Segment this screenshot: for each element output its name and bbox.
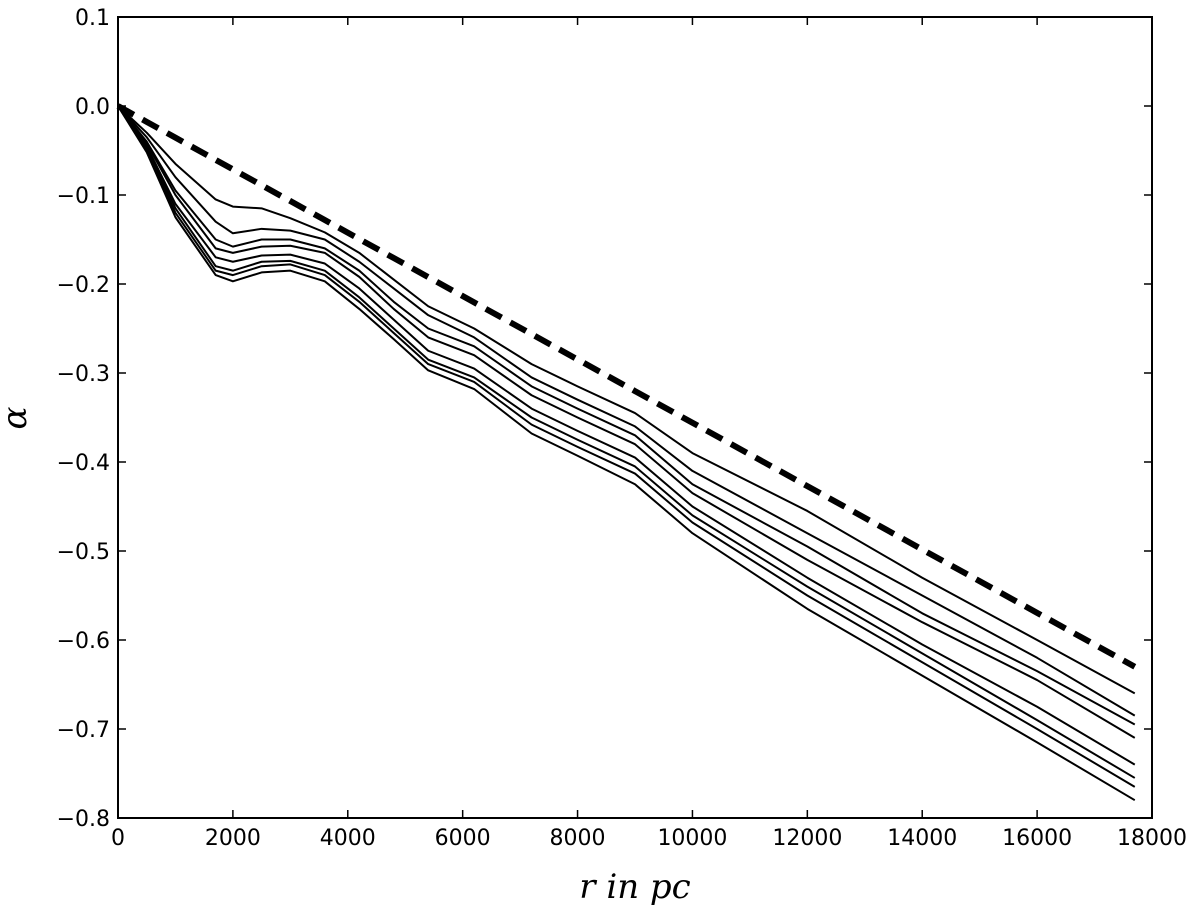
series-line xyxy=(117,105,1136,766)
series-line xyxy=(117,105,1136,726)
series-line xyxy=(117,105,1136,717)
plot-frame xyxy=(117,16,1153,819)
y-tick-label: −0.4 xyxy=(57,451,110,476)
series-line xyxy=(117,105,1136,739)
x-tick-label: 6000 xyxy=(435,826,491,851)
x-tick-label: 12000 xyxy=(772,826,842,851)
x-tick-label: 8000 xyxy=(550,826,606,851)
series-line xyxy=(117,105,1136,779)
y-tick-label: −0.2 xyxy=(57,273,110,298)
y-tick-label: −0.8 xyxy=(57,807,110,832)
series-line xyxy=(117,105,1136,802)
y-tick-label: −0.7 xyxy=(57,718,110,743)
y-tick-label: 0.1 xyxy=(75,6,110,31)
y-tick-label: −0.6 xyxy=(57,629,110,654)
y-tick-label: −0.5 xyxy=(57,540,110,565)
x-tick-label: 2000 xyxy=(205,826,261,851)
x-tick-label: 10000 xyxy=(657,826,727,851)
x-tick-label: 14000 xyxy=(887,826,957,851)
y-tick-label: 0.0 xyxy=(75,95,110,120)
x-tick-label: 18000 xyxy=(1117,826,1187,851)
series-line xyxy=(117,105,1136,695)
series-line xyxy=(117,105,1136,788)
x-tick-label: 0 xyxy=(111,826,125,851)
x-tick-label: 4000 xyxy=(320,826,376,851)
dashed-line xyxy=(116,103,1137,670)
x-axis-label: r in pc xyxy=(579,867,690,907)
y-axis-label: α xyxy=(0,406,35,429)
x-tick-label: 16000 xyxy=(1002,826,1072,851)
y-tick-label: −0.3 xyxy=(57,362,110,387)
y-tick-label: −0.1 xyxy=(57,184,110,209)
